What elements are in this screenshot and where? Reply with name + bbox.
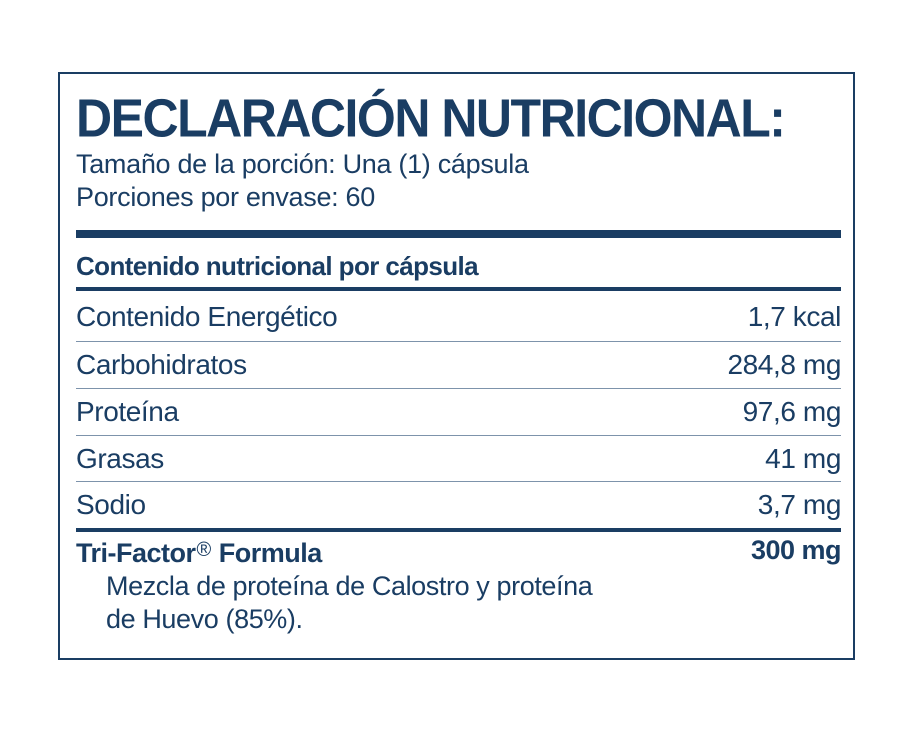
registered-mark: ® — [196, 539, 212, 561]
nutrient-value: 41 mg — [765, 443, 841, 474]
formula-divider — [76, 528, 841, 532]
nutrition-label-content: DECLARACIÓN NUTRICIONAL: Tamaño de la po… — [76, 88, 842, 634]
row-divider — [76, 481, 841, 482]
nutrient-name: Grasas — [76, 443, 164, 474]
formula-description: Mezcla de proteína de Calostro y proteín… — [106, 570, 806, 636]
nutrient-value: 97,6 mg — [742, 396, 842, 427]
section-divider — [76, 287, 841, 291]
serving-size: Tamaño de la porción: Una (1) cápsula — [76, 149, 529, 179]
section-header: Contenido nutricional por cápsula — [76, 251, 479, 281]
nutrient-name: Contenido Energético — [76, 301, 338, 332]
formula-description-line: de Huevo (85%). — [106, 604, 303, 634]
nutrition-label: DECLARACIÓN NUTRICIONAL: Tamaño de la po… — [58, 72, 855, 660]
formula-row: Tri-Factor® Formula 300 mg — [76, 534, 842, 569]
formula-name: Tri-Factor® Formula — [76, 538, 322, 568]
nutrient-name: Sodio — [76, 489, 146, 520]
nutrient-row-carbohydrates: Carbohidratos 284,8 mg — [76, 342, 841, 388]
nutrient-row-fat: Grasas 41 mg — [76, 436, 841, 482]
nutrient-value: 284,8 mg — [727, 349, 841, 380]
row-divider — [76, 388, 841, 389]
nutrient-row-sodium: Sodio 3,7 mg — [76, 482, 841, 528]
thick-divider — [76, 230, 841, 238]
nutrient-row-energy: Contenido Energético 1,7 kcal — [76, 294, 841, 340]
formula-amount: 300 mg — [750, 535, 842, 565]
nutrient-name: Proteína — [76, 396, 179, 427]
nutrient-value: 3,7 mg — [757, 489, 842, 520]
row-divider — [76, 341, 841, 342]
nutrient-value: 1,7 kcal — [747, 301, 842, 332]
nutrient-name: Carbohidratos — [76, 349, 247, 380]
label-title: DECLARACIÓN NUTRICIONAL: — [76, 88, 786, 149]
servings-per-container: Porciones por envase: 60 — [76, 182, 375, 212]
formula-description-line: Mezcla de proteína de Calostro y proteín… — [106, 571, 593, 601]
row-divider — [76, 435, 841, 436]
nutrient-row-protein: Proteína 97,6 mg — [76, 389, 841, 435]
